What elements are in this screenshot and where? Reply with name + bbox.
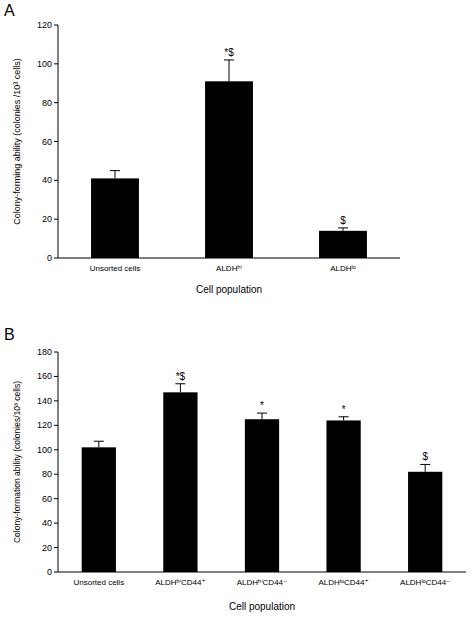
- y-axis-line: [58, 352, 59, 572]
- y-tick: [54, 219, 58, 220]
- y-tick-label: 100: [37, 445, 52, 455]
- bar: [326, 420, 360, 572]
- y-tick: [54, 258, 58, 259]
- y-tick-label: 0: [47, 253, 52, 263]
- y-tick: [54, 474, 58, 475]
- error-bar: [224, 60, 234, 81]
- y-tick-label: 120: [37, 420, 52, 430]
- y-tick-label: 60: [42, 494, 52, 504]
- y-tick: [54, 180, 58, 181]
- y-tick: [54, 102, 58, 103]
- y-axis-label: Colony-forming ability (colonies /10³ ce…: [12, 58, 22, 225]
- y-tick-label: 180: [37, 347, 52, 357]
- error-bar: [110, 171, 120, 179]
- y-tick: [54, 547, 58, 548]
- bar: [82, 447, 116, 572]
- y-tick-label: 120: [37, 20, 52, 30]
- x-tick-label: ALDHʰⁱCD44⁻: [237, 578, 288, 587]
- y-axis-label: Colony-formation ability (colonies/10³ c…: [12, 381, 22, 543]
- figure: A 0 20 40 60 80 100 120 Colony-forming ability (…: [0, 0, 474, 639]
- y-tick: [54, 63, 58, 64]
- y-tick: [54, 425, 58, 426]
- y-tick: [54, 376, 58, 377]
- y-tick-label: 0: [47, 567, 52, 577]
- significance-label: $: [422, 451, 428, 462]
- y-tick: [54, 352, 58, 353]
- bars: [82, 384, 443, 572]
- y-tick-label: 40: [42, 518, 52, 528]
- error-bar: [338, 228, 348, 231]
- y-tick: [54, 572, 58, 573]
- y-tick-label: 20: [42, 214, 52, 224]
- y-tick: [54, 449, 58, 450]
- y-tick-label: 100: [37, 59, 52, 69]
- x-axis-label: Cell population: [229, 601, 295, 612]
- x-tick-label: ALDHʰⁱ: [216, 264, 242, 273]
- x-tick-label: ALDHˡᵒ: [330, 264, 356, 273]
- y-tick-label: 80: [42, 98, 52, 108]
- x-tick-label: Unsorted cells: [73, 578, 124, 587]
- bar: [205, 81, 253, 258]
- y-tick-label: 160: [37, 371, 52, 381]
- bar: [319, 231, 367, 258]
- y-tick-label: 140: [37, 396, 52, 406]
- y-tick: [54, 25, 58, 26]
- significance-label: *$: [176, 371, 186, 382]
- significance-label: *$: [224, 47, 234, 58]
- bar: [91, 178, 139, 258]
- significance-label: *: [342, 404, 346, 415]
- y-tick-label: 40: [42, 175, 52, 185]
- panel: B 0 20 40 60 80 100 120 140 160 180 Colony-formatio…: [4, 326, 466, 612]
- y-tick-label: 80: [42, 469, 52, 479]
- error-bar: [175, 384, 185, 393]
- bars: [91, 60, 367, 258]
- error-bar: [94, 441, 104, 447]
- x-tick-label: ALDHˡᵒCD44⁻: [400, 578, 450, 587]
- error-bar: [420, 464, 430, 471]
- significance-label: $: [340, 215, 346, 226]
- bar: [408, 472, 442, 572]
- bar: [163, 392, 197, 572]
- y-tick: [54, 141, 58, 142]
- panel-letter: B: [4, 326, 15, 343]
- significance-label: *: [260, 400, 264, 411]
- x-tick-label: Unsorted cells: [90, 264, 141, 273]
- y-tick: [54, 498, 58, 499]
- panel-letter: A: [4, 2, 15, 19]
- y-tick: [54, 523, 58, 524]
- bar: [245, 419, 279, 572]
- panel: A 0 20 40 60 80 100 120 Colony-forming ability (…: [4, 2, 400, 295]
- x-axis-label: Cell population: [196, 284, 262, 295]
- y-tick-label: 60: [42, 137, 52, 147]
- error-bar: [257, 413, 267, 419]
- y-tick: [54, 400, 58, 401]
- x-tick-label: ALDHʰⁱCD44⁺: [155, 578, 206, 587]
- x-tick-label: ALDHˡᵒCD44⁺: [318, 578, 368, 587]
- y-tick-label: 20: [42, 543, 52, 553]
- error-bar: [339, 417, 349, 421]
